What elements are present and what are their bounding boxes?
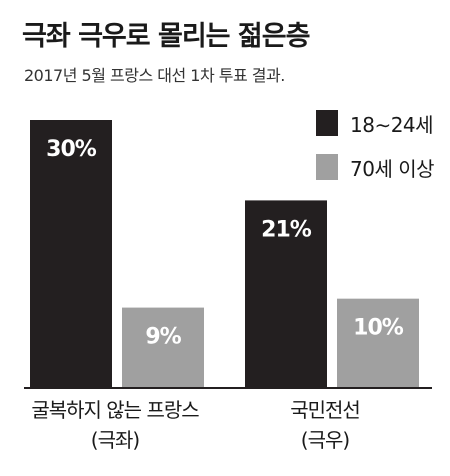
chart-title: 극좌 극우로 몰리는 젊은층 [22, 21, 310, 52]
category-label-far-right: 국민전선 (극우) [235, 395, 415, 455]
legend-label-18-24: 18∼24세 [350, 112, 434, 137]
data-label-70-plus-far-left: 9% [145, 325, 181, 350]
data-label-18-24-far-left: 30% [46, 137, 97, 162]
category-label-far-right-line1: 국민전선 [290, 398, 361, 422]
bar-70-plus-far-right [337, 298, 419, 388]
legend: 18∼24세 70세 이상 [316, 104, 435, 192]
category-label-far-right-line2: (극우) [300, 428, 350, 452]
data-label-70-plus-far-right: 10% [353, 316, 404, 341]
legend-item-70-plus: 70세 이상 [316, 148, 435, 186]
category-label-far-left-line1: 굴복하지 않는 프랑스 [31, 398, 199, 422]
bar-18-24-far-left [30, 120, 112, 388]
data-label-18-24-far-right: 21% [261, 217, 312, 242]
bar-18-24-far-right [245, 200, 327, 388]
legend-item-18-24: 18∼24세 [316, 104, 434, 142]
legend-swatch-18-24 [316, 110, 338, 136]
chart-subtitle: 2017년 5월 프랑스 대선 1차 투표 결과. [24, 66, 285, 85]
bar-70-plus-far-left [122, 307, 204, 388]
category-label-far-left: 굴복하지 않는 프랑스 (극좌) [0, 395, 230, 455]
category-label-far-left-line2: (극좌) [90, 428, 140, 452]
legend-swatch-70-plus [316, 154, 338, 180]
legend-label-70-plus: 70세 이상 [350, 156, 435, 181]
